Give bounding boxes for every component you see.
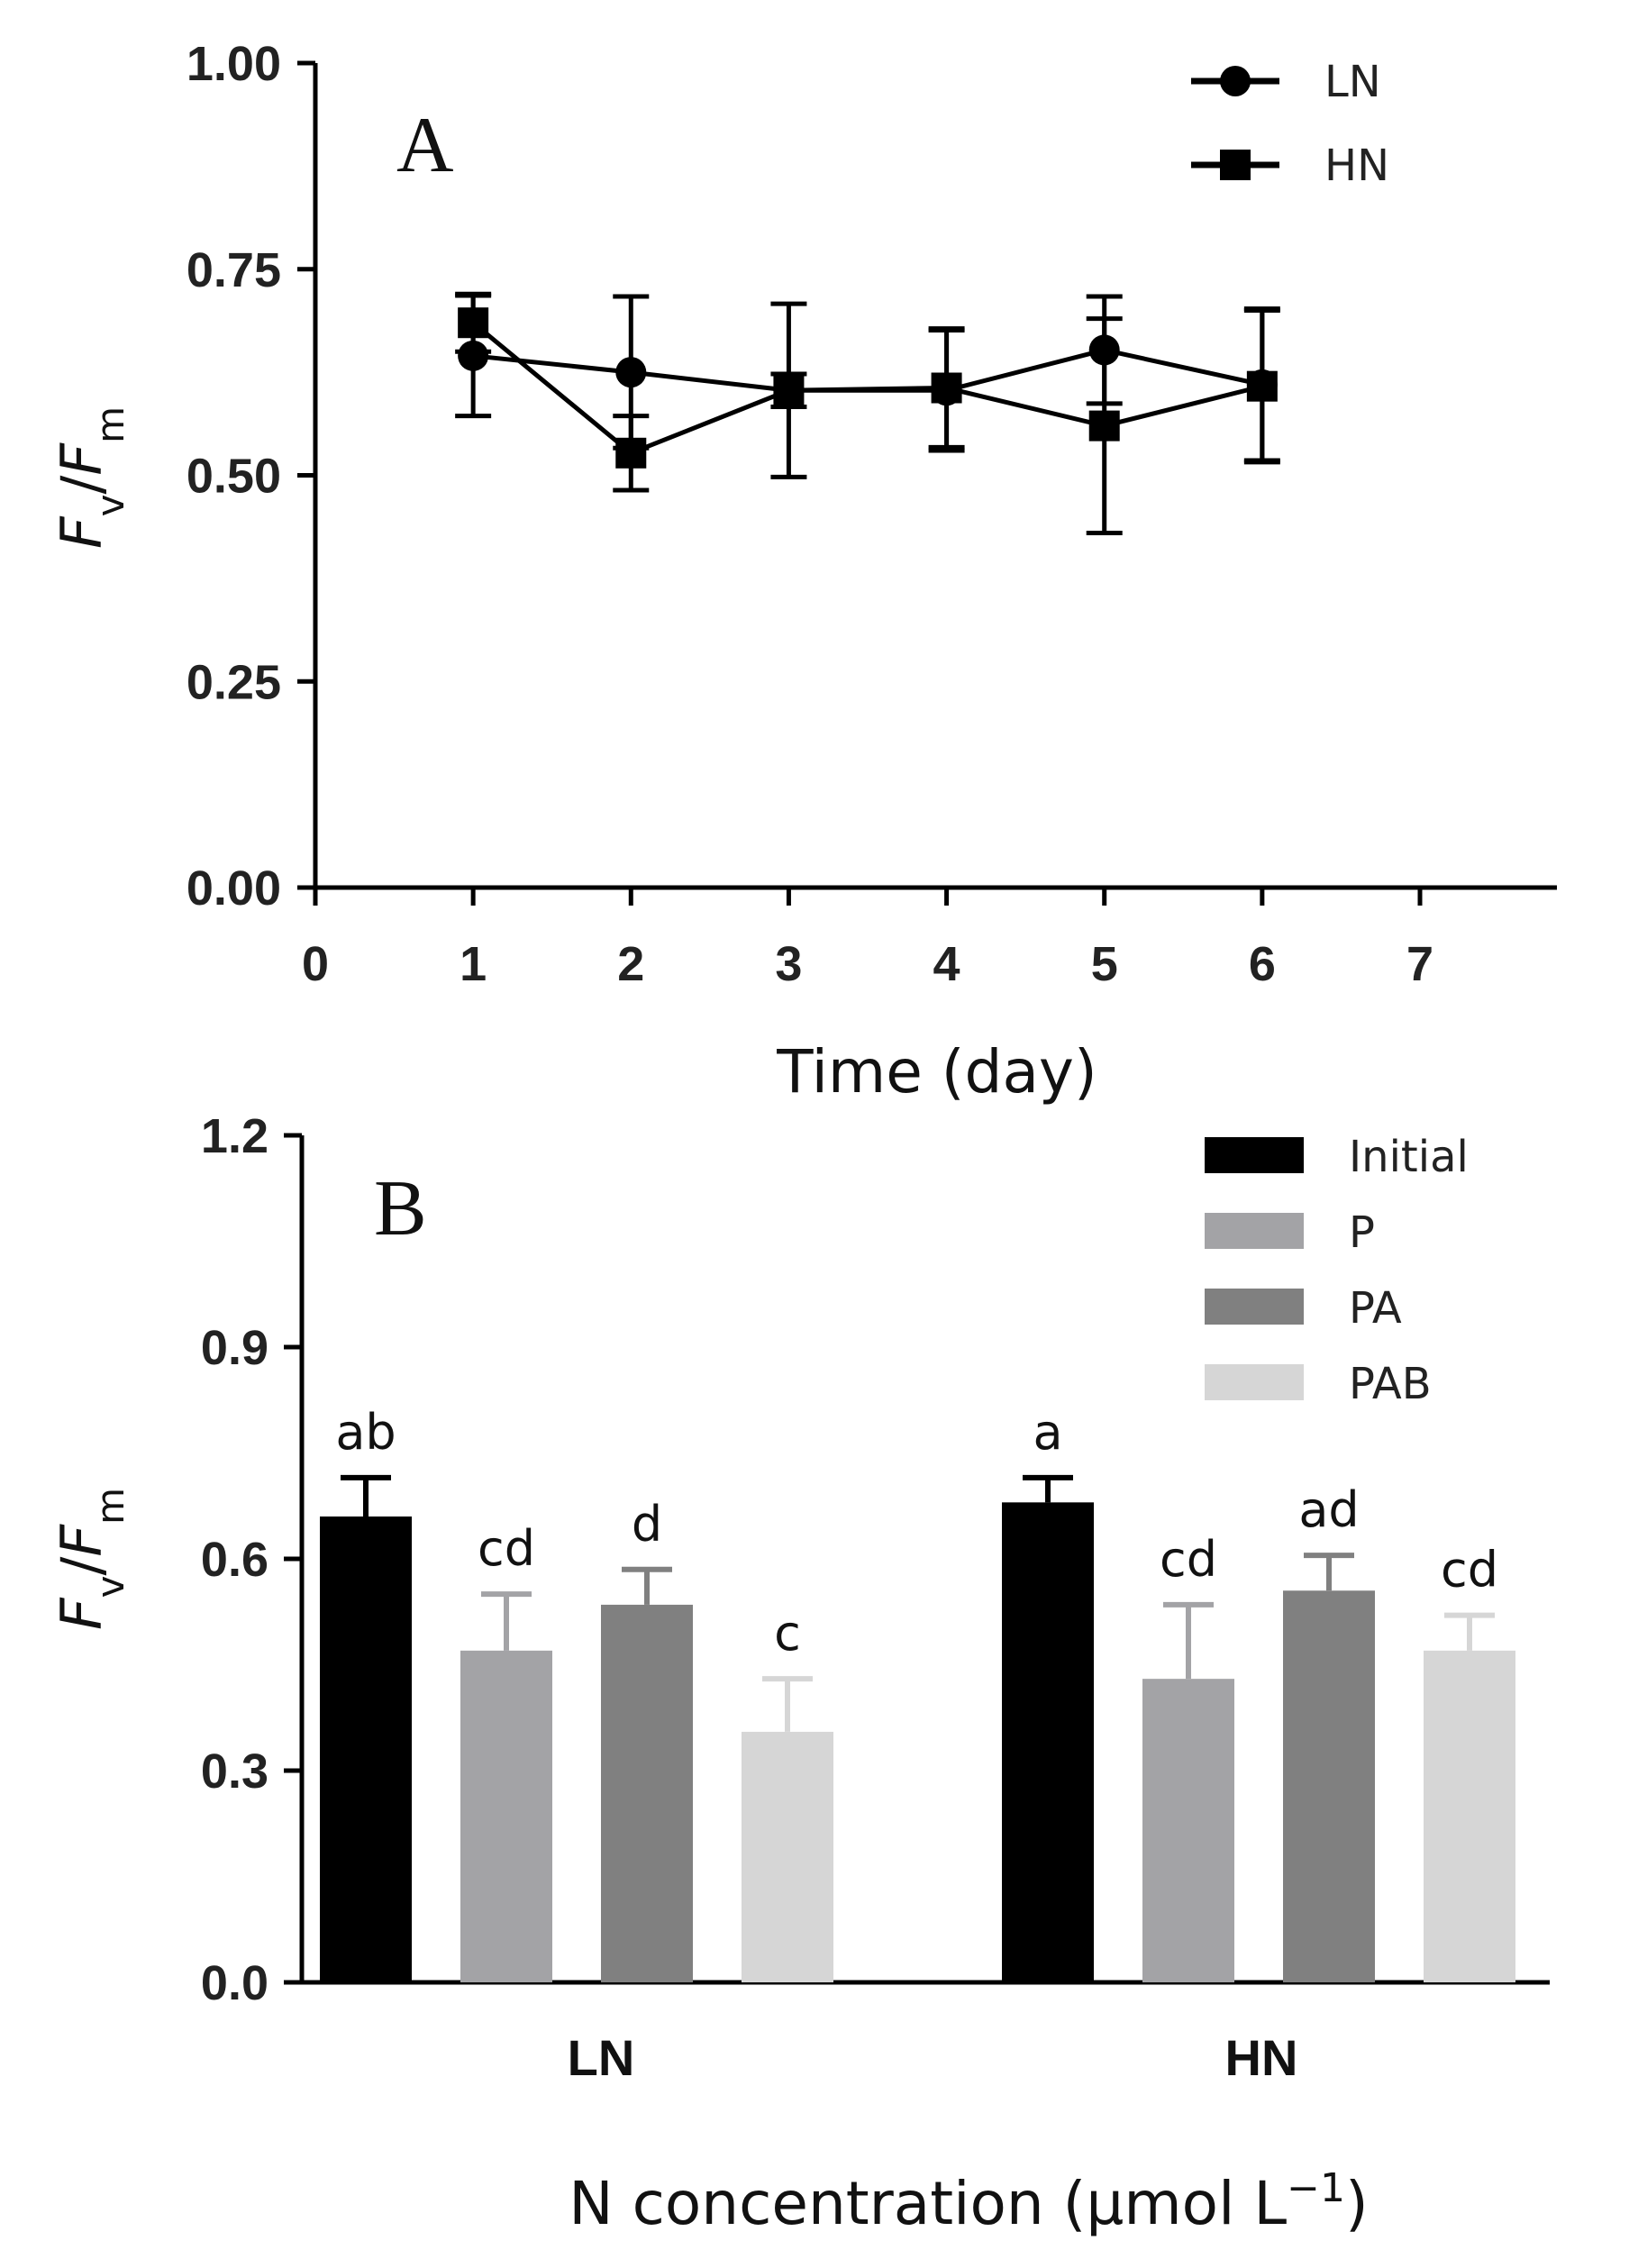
y-tick-label: 0.25 bbox=[187, 655, 281, 709]
series-line-ln bbox=[472, 347, 1263, 393]
panel-a-legend: LN HN bbox=[1191, 57, 1389, 191]
y-tick-label: 0.50 bbox=[187, 450, 281, 504]
y-tick-label: 0.3 bbox=[201, 1744, 268, 1799]
data-point-hn bbox=[931, 372, 962, 404]
data-point-ln bbox=[615, 357, 647, 388]
legend-ln-label: LN bbox=[1324, 57, 1381, 107]
panel-b-legend: Initial P PA PAB bbox=[1205, 1132, 1469, 1409]
bar-hn-pab bbox=[1424, 1650, 1515, 1982]
legend-hn-label: HN bbox=[1324, 141, 1389, 191]
data-point-hn bbox=[1088, 410, 1120, 442]
significance-label: cd bbox=[1160, 1531, 1217, 1588]
panel-b-bar-chart: B 0.0 0.3 0.6 0.9 1.2 ab cd d c a cd ad cd LN HN Fv… bbox=[49, 1109, 1550, 2238]
bar-ln-pab bbox=[742, 1731, 833, 1982]
x-tick-label: 1 bbox=[460, 937, 487, 991]
legend-label-initial: Initial bbox=[1349, 1132, 1469, 1182]
category-label-ln: LN bbox=[568, 2029, 635, 2086]
significance-label: a bbox=[1033, 1404, 1062, 1461]
y-tick-label: 0.6 bbox=[201, 1533, 268, 1587]
panel-b-plot-area: ab cd d c a cd ad cd bbox=[320, 1404, 1515, 1982]
legend-label-pab: PAB bbox=[1349, 1359, 1432, 1409]
y-tick-label: 0.9 bbox=[201, 1321, 268, 1375]
panel-b-x-axis-label: N concentration (μmol L−1) bbox=[569, 2165, 1369, 2239]
y-tick-label: 0.0 bbox=[201, 1956, 268, 2010]
data-point-hn bbox=[615, 437, 647, 469]
bar-ln-p bbox=[460, 1650, 552, 1982]
y-tick-label: 1.00 bbox=[187, 37, 281, 91]
panel-a-y-ticks: 0.00 0.25 0.50 0.75 1.00 bbox=[187, 37, 315, 915]
panel-b-y-ticks: 0.0 0.3 0.6 0.9 1.2 bbox=[201, 1109, 302, 2010]
y-tick-label: 0.75 bbox=[187, 243, 281, 297]
x-tick-label: 2 bbox=[617, 937, 644, 991]
panel-a-label: A bbox=[396, 102, 454, 189]
bar-ln-pa bbox=[601, 1604, 693, 1982]
x-tick-label: 5 bbox=[1091, 937, 1118, 991]
legend-label-p: P bbox=[1349, 1207, 1375, 1258]
bar-hn-pa bbox=[1283, 1590, 1375, 1982]
legend-hn-marker bbox=[1220, 150, 1251, 180]
series-line-hn bbox=[471, 321, 1263, 456]
legend-swatch-p bbox=[1205, 1213, 1304, 1249]
bar-hn-p bbox=[1142, 1679, 1234, 1982]
significance-label: cd bbox=[478, 1520, 535, 1577]
panel-a-x-axis-label: Time (day) bbox=[776, 1037, 1097, 1107]
x-tick-label: 0 bbox=[302, 937, 329, 991]
legend-ln-marker bbox=[1220, 66, 1251, 96]
legend-swatch-initial bbox=[1205, 1137, 1304, 1173]
data-point-ln bbox=[458, 340, 489, 371]
significance-label: d bbox=[632, 1496, 662, 1553]
legend-label-pa: PA bbox=[1349, 1283, 1402, 1334]
panel-a-plot-area bbox=[455, 291, 1280, 536]
significance-label: ad bbox=[1298, 1481, 1359, 1538]
x-tick-label: 3 bbox=[775, 937, 802, 991]
significance-label: cd bbox=[1441, 1542, 1498, 1599]
x-tick-label: 6 bbox=[1249, 937, 1276, 991]
significance-label: ab bbox=[335, 1404, 396, 1461]
legend-swatch-pa bbox=[1205, 1289, 1304, 1325]
panel-b-y-axis-label: Fv/Fm bbox=[49, 1488, 132, 1630]
x-tick-label: 4 bbox=[933, 937, 960, 991]
panel-a-x-ticks: 0 1 2 3 4 5 6 7 bbox=[302, 888, 1433, 991]
panel-a-line-chart: A 0.00 0.25 0.50 0.75 1.00 0 1 2 3 4 5 6 7 Fv/Fm Ti… bbox=[49, 37, 1557, 1107]
panel-b-label: B bbox=[374, 1165, 427, 1252]
y-tick-label: 0.00 bbox=[187, 861, 281, 915]
x-tick-label: 7 bbox=[1406, 937, 1433, 991]
data-point-hn bbox=[458, 307, 489, 339]
legend-swatch-pab bbox=[1205, 1364, 1304, 1400]
data-point-hn bbox=[773, 375, 805, 406]
significance-label: c bbox=[774, 1605, 801, 1662]
data-point-hn bbox=[1246, 370, 1278, 402]
bar-ln-initial bbox=[320, 1517, 412, 1982]
data-point-ln bbox=[1088, 334, 1120, 366]
y-tick-label: 1.2 bbox=[201, 1109, 268, 1163]
panel-a-y-axis-label: Fv/Fm bbox=[49, 406, 132, 549]
bar-hn-initial bbox=[1002, 1502, 1094, 1982]
category-label-hn: HN bbox=[1225, 2029, 1298, 2086]
